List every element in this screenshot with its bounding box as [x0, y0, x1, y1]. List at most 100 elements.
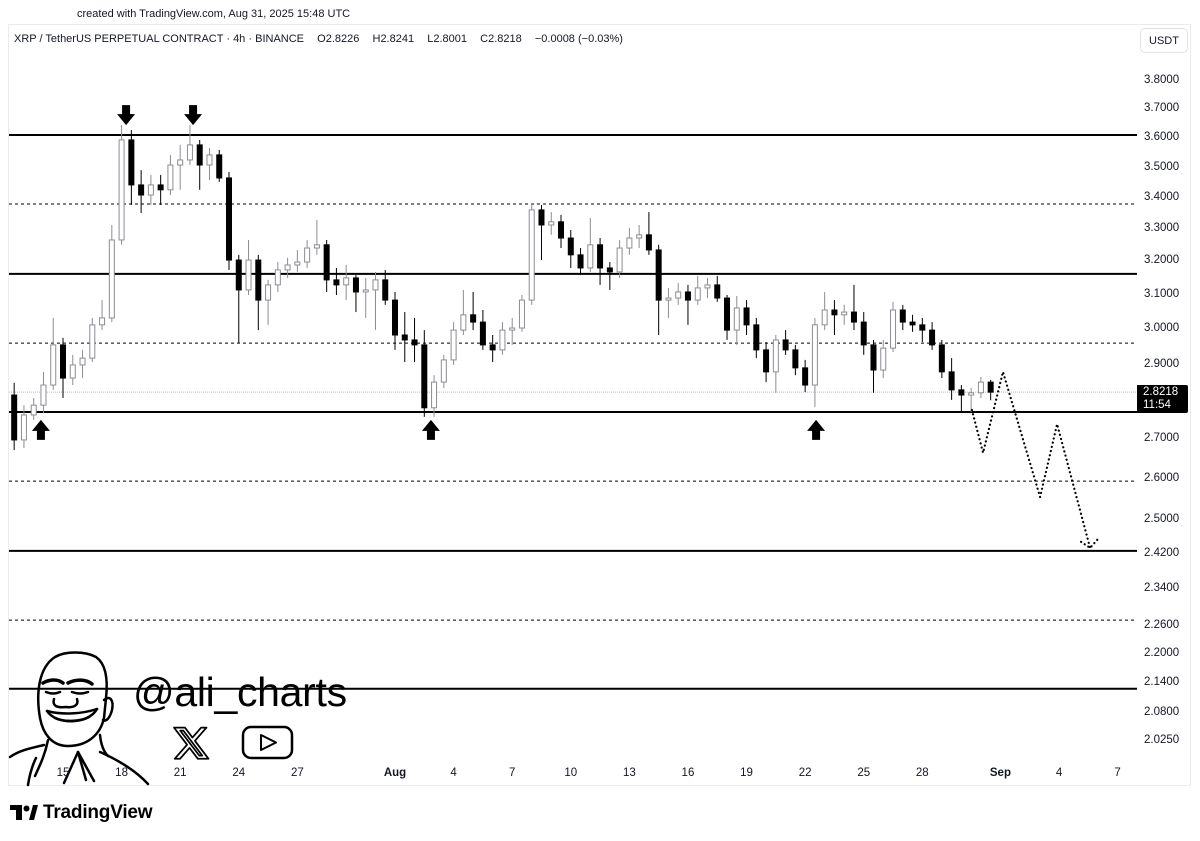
candle-down [792, 344, 799, 376]
candle-up [30, 398, 37, 420]
candle-up [167, 154, 174, 196]
arrow-down-icon [117, 105, 136, 126]
chart-pane[interactable] [8, 24, 1191, 786]
currency-unit-button[interactable]: USDT [1140, 28, 1188, 53]
candle-up [977, 376, 984, 399]
candle-down [929, 322, 936, 350]
candle-up [665, 287, 672, 318]
arrow-up-icon [31, 419, 50, 440]
interval-label[interactable]: 4h [233, 33, 246, 45]
ohlc-open-label: O [317, 33, 326, 45]
candle-down [11, 382, 18, 451]
candle-up [89, 317, 96, 363]
candle-up [880, 339, 887, 379]
candle-up [616, 239, 623, 278]
candle-up [284, 257, 291, 278]
candle-up [40, 371, 47, 414]
ohlc-low-label: L [427, 33, 434, 45]
arrow-down-icon [184, 105, 203, 126]
candle-down [479, 309, 486, 350]
ohlc-low-value: 2.8001 [433, 33, 467, 45]
watermark-handle: @ali_charts [133, 669, 347, 715]
candle-down [753, 317, 760, 359]
candle-down [850, 284, 857, 331]
candle-up [79, 349, 86, 379]
candle-up [675, 282, 682, 305]
candle-down [138, 170, 145, 214]
bar-countdown: 11:54 [1143, 399, 1171, 411]
ohlc-high: H2.8241 [372, 33, 414, 45]
candlestick-series [11, 125, 994, 451]
candle-up [50, 317, 57, 390]
candle-down [255, 254, 262, 331]
candle-up [704, 277, 711, 299]
candle-down [489, 335, 496, 363]
candle-down [860, 312, 867, 355]
brand-name: TradingView [43, 802, 153, 823]
projection-arrowhead-icon [1079, 537, 1100, 550]
created-with-caption: created with TradingView.com, Aug 31, 20… [77, 8, 351, 20]
candle-down [352, 274, 359, 313]
candle-up [499, 322, 506, 355]
candle-up [440, 354, 447, 389]
candle-up [108, 224, 115, 323]
candle-up [431, 375, 438, 417]
candle-down [938, 339, 945, 379]
candle-up [362, 277, 369, 318]
support-resistance-lines [9, 133, 1137, 690]
legend-separator: · [226, 33, 230, 45]
candle-down [684, 284, 691, 325]
candle-down [645, 212, 652, 255]
candle-up [274, 262, 281, 292]
mascot-illustration [8, 651, 150, 787]
candle-up [147, 174, 154, 205]
arrow-up-icon [421, 419, 440, 440]
candle-up [694, 275, 701, 305]
ohlc-low: L2.8001 [427, 33, 467, 45]
candle-down [323, 239, 330, 292]
candle-down [714, 275, 721, 302]
candle-up [890, 301, 897, 353]
candle-up [811, 317, 818, 408]
candle-down [870, 339, 877, 393]
youtube-icon [241, 725, 294, 760]
candle-down [216, 149, 223, 182]
candle-up [294, 249, 301, 272]
candle-up [20, 405, 27, 449]
current-price-value: 2.8218 [1143, 386, 1179, 398]
candle-down [958, 385, 965, 412]
candle-down [392, 291, 399, 350]
projection-path[interactable] [970, 367, 1092, 549]
candle-down [724, 295, 731, 340]
candle-down [226, 171, 233, 270]
current-price-tag: 2.8218 11:54 [1137, 385, 1188, 413]
candle-up [118, 125, 125, 245]
candle-down [577, 248, 584, 275]
candle-down [948, 358, 955, 400]
candle-down [421, 330, 428, 417]
chart-legend: XRP / TetherUS PERPETUAL CONTRACT · 4h ·… [14, 32, 623, 46]
candle-down [567, 230, 574, 268]
arrow-up-icon [807, 419, 826, 440]
candle-up [460, 289, 467, 336]
candle-up [343, 264, 350, 301]
candle-down [470, 291, 477, 331]
candle-up [245, 239, 252, 296]
candle-down [909, 314, 916, 332]
ohlc-high-label: H [372, 33, 381, 45]
tradingview-brand: TradingView [10, 802, 153, 824]
candle-up [313, 219, 320, 255]
candle-down [606, 262, 613, 290]
symbol-name[interactable]: XRP / TetherUS PERPETUAL CONTRACT [14, 33, 224, 45]
candle-down [235, 254, 242, 344]
candle-up [772, 335, 779, 393]
ohlc-close-label: C [480, 33, 489, 45]
ohlc-open: O2.8226 [317, 33, 359, 45]
candle-down [157, 174, 164, 205]
candle-up [372, 271, 379, 331]
price-change: −0.0008 (−0.03%) [534, 33, 623, 45]
candle-down [538, 204, 545, 261]
tradingview-logo-icon [10, 805, 38, 820]
candle-up [450, 322, 457, 365]
